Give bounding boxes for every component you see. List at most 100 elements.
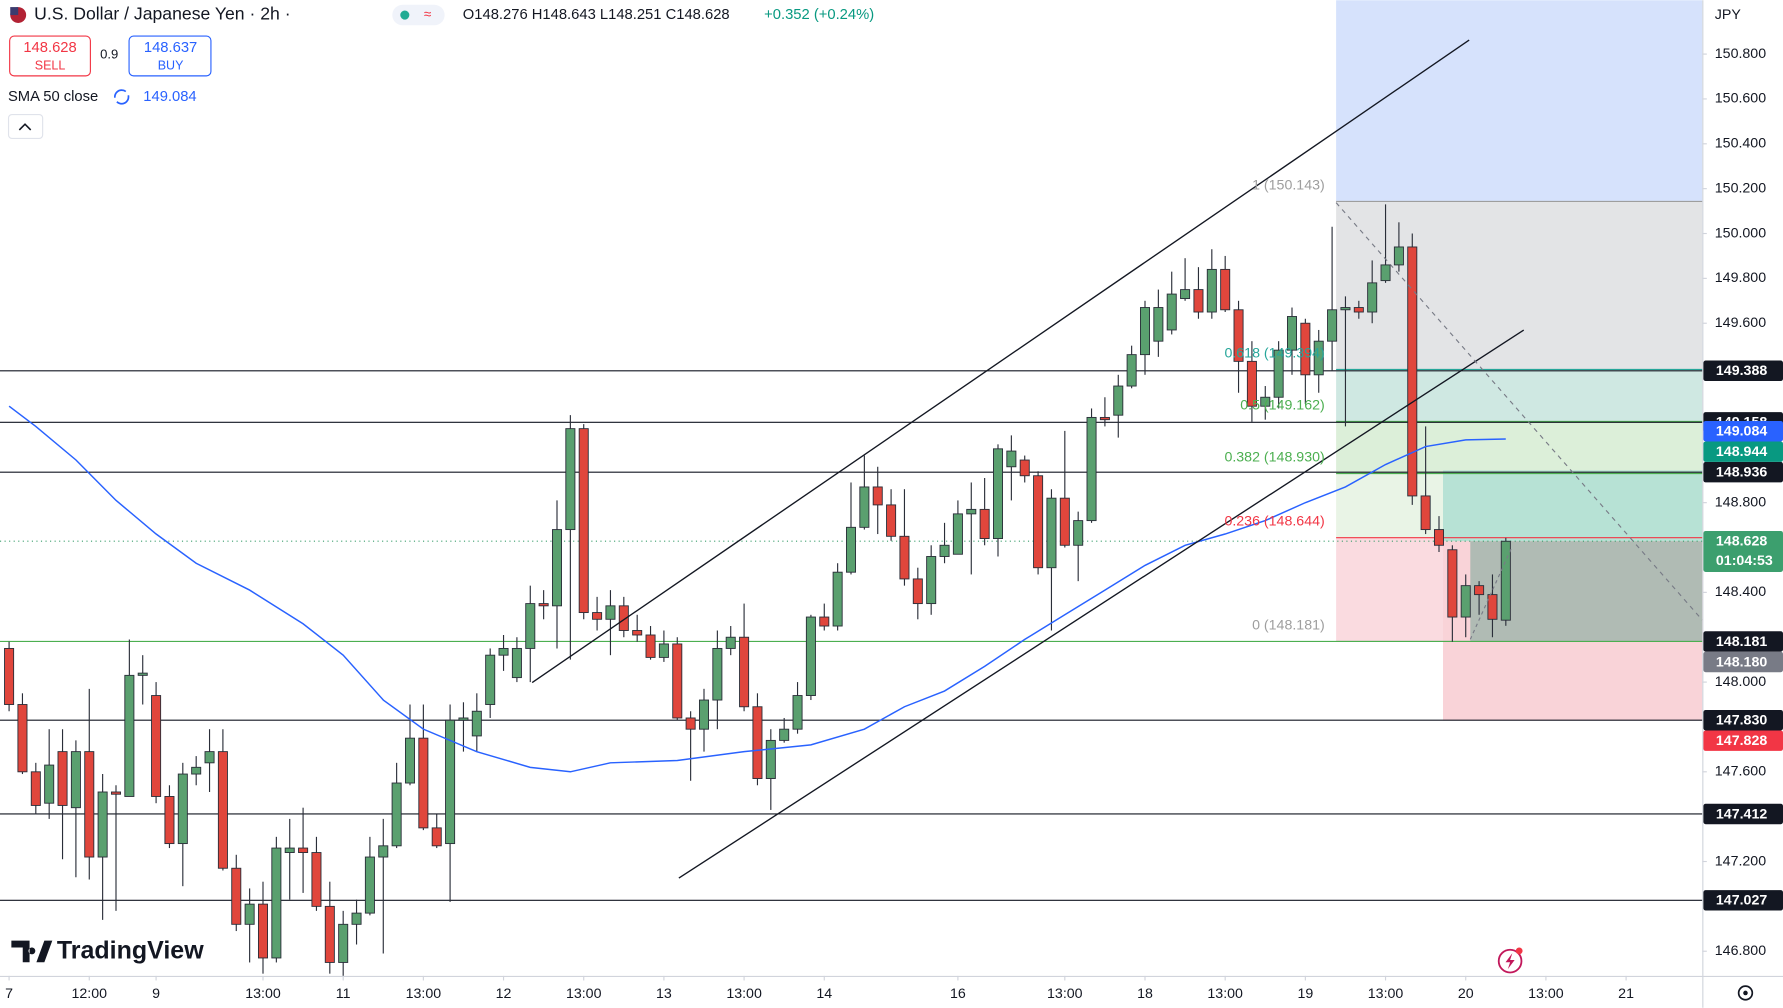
- candle-body: [1273, 349, 1284, 398]
- price-label-box: [1703, 441, 1783, 462]
- candle-body: [1380, 264, 1391, 282]
- status-icon: ≈: [424, 7, 432, 22]
- sma-line: [8, 405, 1506, 773]
- candle-body: [1260, 396, 1271, 407]
- candle-body: [926, 556, 937, 605]
- buy-price: 148.637: [144, 40, 197, 56]
- candle-body: [551, 529, 563, 607]
- price-label-box: [1703, 890, 1783, 911]
- alert-icon[interactable]: [1497, 948, 1523, 974]
- candle-body: [1099, 416, 1110, 421]
- y-tick-label: 148.400: [1715, 584, 1766, 600]
- candle-body: [1086, 416, 1097, 522]
- sma-legend-name: SMA 50 close: [8, 89, 98, 105]
- y-tick-label: 150.000: [1715, 225, 1766, 241]
- candle-body: [110, 791, 121, 795]
- candle-body: [1433, 529, 1445, 546]
- candle-body: [191, 766, 202, 775]
- candle-body: [124, 674, 135, 797]
- fib-label: 1 (150.143): [1252, 177, 1325, 193]
- status-pill[interactable]: [392, 4, 445, 26]
- candle-body: [578, 428, 589, 614]
- buy-label: BUY: [158, 59, 184, 73]
- candle-body: [538, 603, 549, 607]
- x-tick-label: 13:00: [726, 986, 762, 1002]
- refresh-icon[interactable]: [113, 89, 130, 105]
- candle-body: [338, 923, 349, 963]
- fib-label: 0.382 (148.930): [1224, 449, 1324, 465]
- candle-body: [431, 827, 442, 847]
- price-label: 147.412: [1716, 806, 1767, 822]
- candle-body: [1019, 459, 1030, 477]
- change: +0.352 (+0.24%): [764, 7, 874, 23]
- collapse-button[interactable]: [7, 113, 44, 139]
- candle-body: [324, 905, 335, 963]
- x-tick-label: 13:00: [1207, 986, 1243, 1002]
- candle-body: [1487, 594, 1498, 620]
- price-label-box: [1703, 651, 1783, 673]
- price-label: 147.828: [1716, 733, 1767, 749]
- y-tick-label: 147.200: [1715, 853, 1766, 869]
- candle-body: [1286, 316, 1298, 351]
- currency: JPY: [1715, 7, 1742, 23]
- sma-legend-value: 149.084: [143, 89, 196, 105]
- candle-body: [44, 764, 55, 804]
- candle-body: [672, 643, 683, 719]
- candle-body: [979, 508, 990, 539]
- price-label: 147.027: [1716, 893, 1767, 909]
- sell-button[interactable]: [9, 35, 91, 77]
- price-label-box: [1703, 360, 1783, 382]
- candle-body: [445, 719, 456, 845]
- flag-canton: [10, 7, 19, 16]
- fib-label: 0.236 (148.644): [1224, 513, 1324, 529]
- price-label: 148.628: [1716, 534, 1767, 550]
- alert-bolt: [1505, 953, 1515, 970]
- x-tick-label: 13: [656, 986, 672, 1002]
- brand-logo: [11, 940, 53, 963]
- price-label-box: [1703, 461, 1783, 483]
- candle-body: [645, 634, 656, 658]
- x-tick-label: 9: [152, 986, 160, 1002]
- fib-top-zone: [1336, 0, 1703, 202]
- candle-body: [137, 672, 148, 676]
- channel-upper: [531, 39, 1470, 684]
- buy-button[interactable]: [128, 35, 212, 77]
- x-tick-label: 18: [1137, 986, 1153, 1002]
- candle-body: [886, 504, 897, 537]
- candle-body: [952, 513, 963, 555]
- candle-body: [1059, 497, 1070, 546]
- background-layer: [0, 0, 1703, 901]
- y-tick-label: 147.600: [1715, 764, 1766, 780]
- x-tick-label: 13:00: [1528, 986, 1564, 1002]
- price-label: 148.936: [1716, 464, 1767, 480]
- candle-body: [1393, 246, 1404, 266]
- price-label-box: [1703, 730, 1783, 751]
- candle-body: [859, 486, 870, 528]
- fib-zone: [1336, 201, 1703, 370]
- candle-body: [1153, 307, 1164, 342]
- position-path: [1469, 545, 1513, 640]
- candle-body: [1474, 585, 1485, 596]
- candle-body: [164, 796, 175, 845]
- candle-body: [872, 486, 883, 506]
- x-tick-label: 13:00: [1368, 986, 1404, 1002]
- settings-icon[interactable]: [1737, 985, 1754, 1001]
- candle-body: [418, 737, 429, 829]
- candle-body: [1139, 307, 1151, 356]
- y-tick-label: 150.800: [1715, 46, 1766, 62]
- candle-body: [151, 695, 162, 797]
- fib-label: 0.618 (149.394): [1224, 345, 1324, 361]
- candle-body: [565, 428, 576, 531]
- candle-body: [271, 847, 282, 959]
- candle-body: [84, 751, 95, 858]
- candle-body: [912, 578, 923, 605]
- fib-label: 0.5 (149.162): [1240, 397, 1325, 413]
- price-label: 148.944: [1716, 444, 1767, 460]
- candle-body: [378, 845, 389, 858]
- candle-body: [1220, 268, 1231, 311]
- candle-body: [298, 847, 309, 854]
- x-tick-label: 12: [496, 986, 512, 1002]
